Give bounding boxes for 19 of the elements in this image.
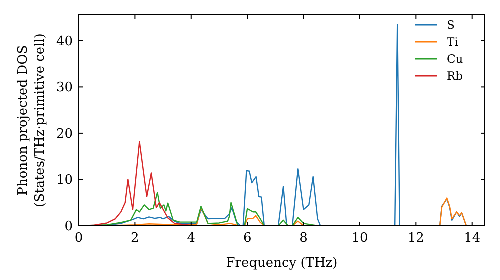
y-tick-label: 0 xyxy=(64,220,73,234)
x-tick-label: 2 xyxy=(131,231,140,246)
x-tick-label: 14 xyxy=(464,231,481,246)
y-tick-label: 40 xyxy=(56,34,73,50)
legend-label: S xyxy=(447,18,455,32)
y-axis-title: Phonon projected DOS (States/THz·primitive cell) xyxy=(16,33,48,208)
y-tick-label: 10 xyxy=(56,173,73,188)
x-tick-label: 12 xyxy=(408,231,424,246)
legend-label: Cu xyxy=(447,52,464,66)
x-tick-label: 6 xyxy=(243,231,252,246)
x-tick-label: 0 xyxy=(74,231,84,246)
legend-label: Ti xyxy=(447,35,459,49)
x-tick-label: 10 xyxy=(352,231,368,246)
x-tick-label: 8 xyxy=(300,231,308,246)
legend-label: Rb xyxy=(447,69,464,83)
y-tick-label: 20 xyxy=(56,126,73,142)
x-axis-title: Frequency (THz) xyxy=(226,256,338,271)
x-tick-label: 4 xyxy=(187,231,196,246)
y-tick-label: 30 xyxy=(56,80,73,96)
